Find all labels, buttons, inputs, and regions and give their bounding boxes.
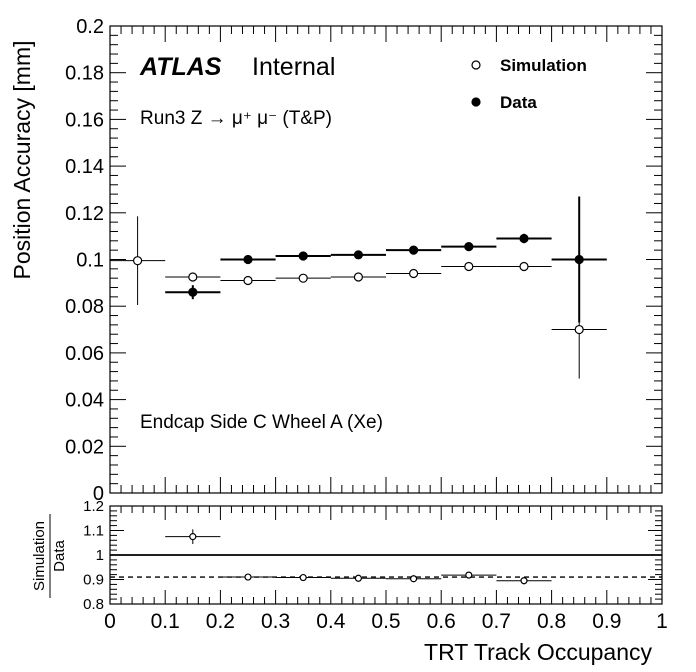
ratio-y-tick-label: 1.2 — [83, 498, 104, 515]
main-ticks: 0 0.02 0.04 0.06 0.08 0.1 0.12 0.14 0.16 0.18 0.2 — [65, 16, 663, 505]
data-point — [330, 250, 386, 260]
data-point — [275, 251, 331, 261]
ratio-point — [220, 573, 276, 581]
simulation-marker — [243, 275, 253, 286]
legend-label-simulation: Simulation — [500, 56, 587, 75]
data-point — [441, 242, 497, 252]
data-point — [165, 285, 221, 300]
main-y-tick-label: 0.02 — [65, 436, 104, 458]
x-tick-label: 0.3 — [261, 610, 290, 633]
data-marker — [409, 245, 419, 255]
ratio-marker — [354, 574, 362, 582]
data-point — [551, 196, 607, 323]
simulation-marker — [519, 261, 529, 272]
legend-marker-simulation — [471, 60, 481, 70]
main-y-tick-label: 0.04 — [65, 390, 104, 412]
data-marker — [243, 254, 253, 265]
x-tick-label: 1 — [656, 610, 668, 633]
main-y-axis-label: Position Accuracy [mm] — [9, 40, 35, 279]
data-point — [220, 254, 276, 265]
ratio-point — [441, 571, 497, 579]
main-y-tick-label: 0.06 — [65, 343, 104, 365]
ratio-y-tick-label: 0.9 — [83, 572, 104, 589]
simulation-point — [496, 261, 552, 272]
data-point — [496, 233, 552, 244]
simulation-marker — [409, 268, 419, 279]
main-y-tick-label: 0.08 — [65, 296, 104, 318]
simulation-point — [551, 280, 607, 379]
simulation-point — [220, 275, 276, 286]
ratio-data — [165, 529, 552, 585]
simulation-point — [386, 268, 442, 279]
data-marker — [298, 251, 308, 261]
simulation-point — [275, 273, 331, 283]
legend: Simulation Data — [471, 56, 587, 112]
ratio-y-numerator: Simulation — [31, 521, 48, 591]
x-tick-label: 0.9 — [592, 610, 621, 633]
main-y-tick-label: 0.2 — [76, 16, 104, 38]
ratio-point — [165, 529, 221, 544]
ratio-marker — [465, 571, 473, 579]
simulation-marker — [574, 324, 584, 335]
main-y-tick-label: 0.14 — [65, 156, 104, 178]
simulation-marker — [464, 261, 474, 272]
ratio-y-tick-label: 1.1 — [83, 523, 104, 540]
simulation-marker — [298, 273, 308, 283]
main-y-tick-label: 0 — [93, 483, 104, 505]
ratio-ticks: 0.8 0.9 1 1.1 1.2 0 0.1 0.2 0.3 0.4 0.5 0.6 0.7 0.8 0.… — [83, 498, 668, 633]
x-tick-label: 0.5 — [371, 610, 400, 633]
data-marker — [574, 254, 584, 265]
main-y-tick-label: 0.18 — [65, 63, 104, 85]
ratio-marker — [520, 577, 528, 585]
x-tick-label: 0.7 — [482, 610, 511, 633]
legend-marker-data — [471, 97, 481, 107]
region-label: Endcap Side C Wheel A (Xe) — [140, 412, 383, 433]
main-data — [110, 196, 607, 379]
data-marker — [519, 233, 529, 244]
x-tick-label: 0.2 — [206, 610, 235, 633]
simulation-point — [110, 216, 166, 306]
legend-label-data: Data — [500, 93, 537, 112]
ratio-marker — [189, 533, 197, 541]
simulation-point — [165, 272, 221, 282]
atlas-label: ATLAS — [139, 53, 222, 81]
x-tick-label: 0.6 — [427, 610, 456, 633]
simulation-point — [330, 272, 386, 282]
ratio-y-tick-label: 1 — [96, 547, 104, 564]
x-tick-label: 0.1 — [151, 610, 180, 633]
simulation-point — [441, 261, 497, 272]
process-label: Run3 Z → μ⁺ μ⁻ (T&P) — [140, 108, 332, 129]
ratio-point — [496, 577, 552, 585]
x-axis-label: TRT Track Occupancy — [424, 639, 652, 665]
simulation-marker — [133, 256, 143, 266]
x-tick-label: 0.8 — [537, 610, 566, 633]
ratio-y-denominator: Data — [51, 540, 68, 572]
ratio-marker — [244, 573, 252, 581]
main-y-tick-label: 0.16 — [65, 109, 104, 131]
data-marker — [353, 250, 363, 260]
ratio-y-axis-label: Simulation Data — [31, 514, 68, 598]
ratio-point — [275, 573, 331, 582]
data-marker — [188, 287, 198, 297]
main-y-tick-label: 0.12 — [65, 203, 104, 225]
main-y-tick-label: 0.1 — [76, 250, 104, 272]
status-label: Internal — [252, 53, 335, 81]
x-tick-label: 0.4 — [316, 610, 346, 633]
ratio-point — [330, 574, 386, 582]
ratio-point — [386, 575, 442, 583]
ratio-y-tick-label: 0.8 — [83, 596, 104, 613]
ratio-marker — [410, 575, 418, 583]
simulation-marker — [353, 272, 363, 282]
x-tick-label: 0 — [104, 610, 116, 633]
simulation-marker — [188, 272, 198, 282]
ratio-marker — [299, 573, 307, 582]
data-point — [386, 245, 442, 255]
data-marker — [464, 242, 474, 252]
